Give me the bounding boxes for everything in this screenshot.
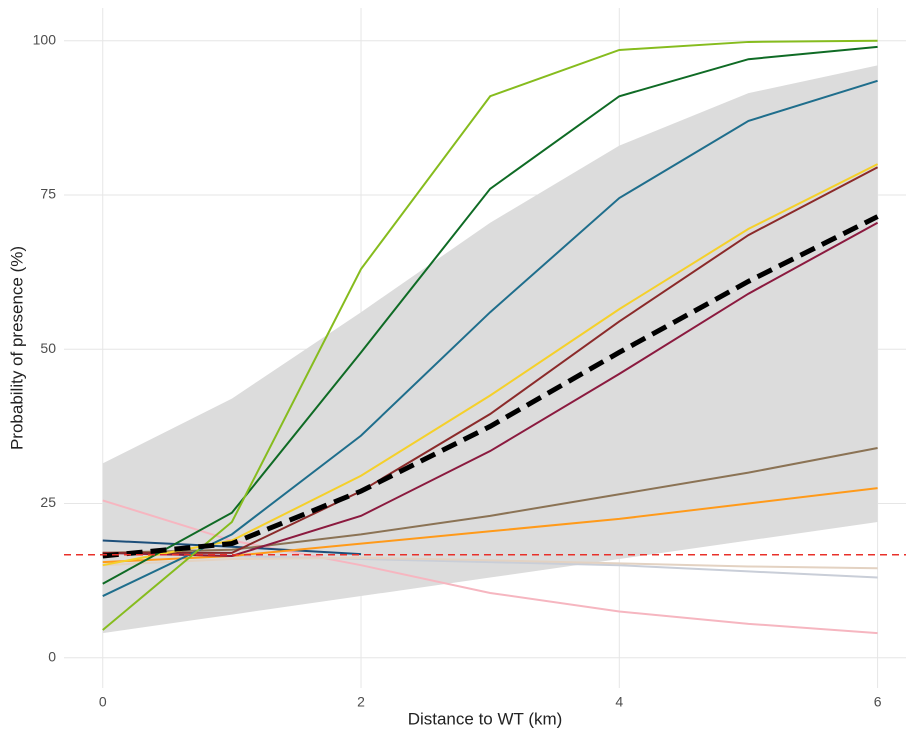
series-line [102, 539, 362, 556]
series-line [102, 79, 878, 597]
series-line [102, 163, 879, 567]
series-line [102, 45, 878, 585]
y-tick-label: 50 [40, 340, 56, 356]
series-line [102, 556, 878, 570]
series-line [102, 166, 879, 554]
y-tick-label: 25 [40, 494, 56, 510]
series-line [102, 221, 879, 557]
series-line [102, 39, 878, 631]
x-tick-label: 4 [615, 694, 623, 710]
x-axis-title: Distance to WT (km) [408, 709, 563, 728]
x-tick-label: 2 [357, 694, 365, 710]
confidence-band [102, 65, 878, 634]
series-line [102, 214, 879, 559]
series-line [102, 446, 878, 554]
y-axis-title: Probability of presence (%) [7, 246, 26, 450]
y-tick-label: 0 [48, 648, 56, 664]
y-tick-label: 75 [40, 186, 56, 202]
y-tick-label: 100 [33, 31, 57, 47]
x-tick-label: 0 [99, 694, 107, 710]
x-tick-label: 6 [874, 694, 882, 710]
